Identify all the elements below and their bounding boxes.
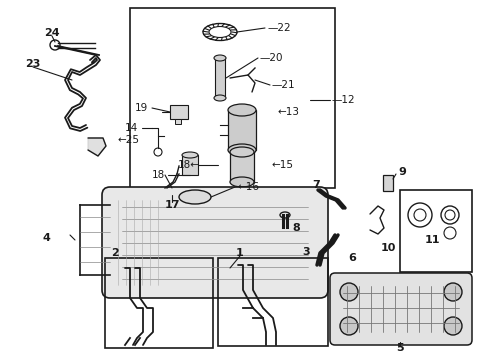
Bar (105, 258, 213, 348)
Text: 5: 5 (395, 343, 403, 353)
Text: ←15: ←15 (271, 160, 293, 170)
Text: —20: —20 (260, 53, 283, 63)
Text: 8: 8 (291, 223, 299, 233)
Text: 23: 23 (25, 59, 41, 69)
Text: 18: 18 (151, 170, 164, 180)
Text: 2: 2 (111, 248, 119, 258)
Text: 3: 3 (302, 247, 309, 257)
Bar (382, 175, 392, 191)
Text: 1: 1 (236, 248, 244, 258)
Ellipse shape (214, 95, 225, 101)
Polygon shape (88, 138, 106, 156)
Text: —21: —21 (271, 80, 295, 90)
Bar (218, 258, 327, 346)
Bar (229, 152, 253, 182)
Ellipse shape (227, 144, 256, 156)
Ellipse shape (229, 147, 253, 157)
Text: —12: —12 (331, 95, 355, 105)
Bar (227, 110, 256, 150)
Circle shape (443, 283, 461, 301)
Text: ←13: ←13 (278, 107, 299, 117)
Ellipse shape (229, 177, 253, 187)
Text: 19: 19 (135, 103, 148, 113)
Text: 10: 10 (380, 243, 395, 253)
Ellipse shape (179, 190, 210, 204)
Bar (130, 8, 334, 188)
Text: 11: 11 (424, 235, 439, 245)
Text: ←25: ←25 (118, 135, 140, 145)
Text: 14: 14 (124, 123, 138, 133)
FancyBboxPatch shape (329, 273, 471, 345)
Text: 9: 9 (397, 167, 405, 177)
Text: 17: 17 (164, 200, 180, 210)
Bar (170, 105, 187, 119)
Bar (175, 119, 181, 124)
Circle shape (443, 317, 461, 335)
Text: 4: 4 (42, 233, 50, 243)
Ellipse shape (182, 152, 198, 158)
Text: 24: 24 (44, 28, 60, 38)
Text: 18←: 18← (178, 160, 200, 170)
Bar (399, 190, 471, 272)
Text: 7: 7 (311, 180, 319, 190)
Ellipse shape (227, 104, 256, 116)
Text: ←16: ←16 (237, 182, 259, 192)
Text: —22: —22 (266, 23, 290, 33)
Bar (182, 155, 198, 175)
Ellipse shape (214, 55, 225, 61)
Circle shape (339, 283, 357, 301)
FancyBboxPatch shape (102, 187, 327, 298)
Text: 6: 6 (347, 253, 355, 263)
Bar (215, 58, 224, 96)
Circle shape (339, 317, 357, 335)
